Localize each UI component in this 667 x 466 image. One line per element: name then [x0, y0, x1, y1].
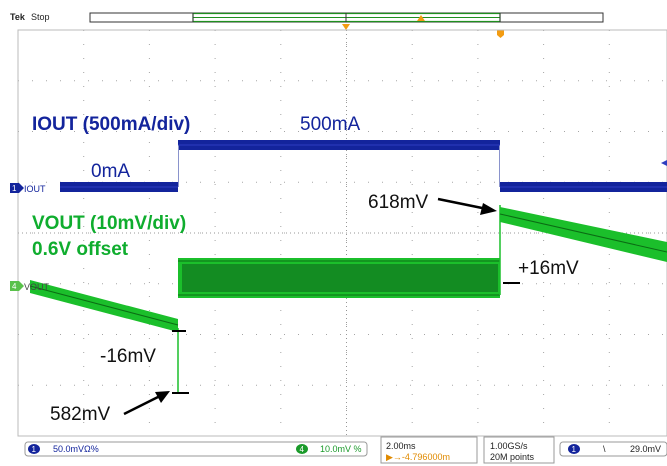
ch1-scale: 50.0mVΩ% [53, 444, 99, 454]
trigger-box[interactable] [559, 441, 667, 457]
vout-channel-tag: VOUT [24, 282, 50, 292]
ch4-number: 4 [300, 445, 305, 454]
vout-offset-note: 0.6V offset [32, 239, 129, 260]
dip-arrow-icon [123, 391, 170, 416]
peak-value-label: 618mV [368, 192, 429, 213]
vout-title: VOUT (10mV/div) [32, 213, 186, 234]
iout-trace [60, 140, 667, 192]
trigger-channel-badge-icon [568, 444, 580, 454]
iout-title: IOUT (500mA/div) [32, 114, 190, 135]
minus-delta-label: -16mV [100, 346, 156, 367]
record-overview-bar [89, 12, 604, 23]
status-bar: 1 50.0mVΩ% 4 10.0mV % 2.00ms ▶→-4.796000… [24, 436, 667, 464]
graticule-frame [17, 29, 667, 437]
trigger-level-value: 29.0mV [630, 444, 661, 454]
vout-trace [29, 205, 667, 392]
timebase-value: 2.00ms [386, 441, 416, 451]
trigger-slope-icon: \ [603, 444, 606, 454]
center-marker-icon [342, 24, 350, 30]
brand-logo: Tek [10, 12, 26, 22]
ch1-ground-arrow-icon[interactable]: 1 [10, 183, 24, 193]
view-marker-icon [417, 15, 425, 21]
dip-value-label: 582mV [50, 404, 111, 425]
svg-text:4: 4 [12, 282, 17, 291]
svg-text:1: 1 [12, 184, 17, 193]
trigger-position-value: ▶→-4.796000m [386, 452, 450, 462]
trigger-position-icon[interactable] [497, 30, 504, 38]
iout-low-label: 0mA [91, 161, 130, 182]
timebase-box[interactable] [380, 436, 478, 464]
ch4-ground-arrow-icon[interactable]: 4 [10, 281, 24, 291]
ch1-number: 1 [32, 445, 37, 454]
ch4-scale: 10.0mV % [320, 444, 362, 454]
plus-delta-label: +16mV [518, 258, 579, 279]
acquisition-state: Stop [31, 12, 50, 22]
acquisition-box[interactable] [483, 436, 555, 464]
ch4-badge-icon [296, 444, 308, 454]
channel-readout-box[interactable] [24, 441, 368, 457]
sample-rate: 1.00GS/s [490, 441, 528, 451]
iout-high-label: 500mA [300, 114, 361, 135]
peak-arrow-icon [437, 197, 497, 215]
ch1-badge-icon [28, 444, 40, 454]
record-length: 20M points [490, 452, 535, 462]
trigger-channel: 1 [572, 445, 577, 454]
header-bar: Tek Stop [10, 12, 604, 38]
iout-channel-tag: IOUT [24, 184, 46, 194]
trigger-level-icon [661, 160, 667, 166]
